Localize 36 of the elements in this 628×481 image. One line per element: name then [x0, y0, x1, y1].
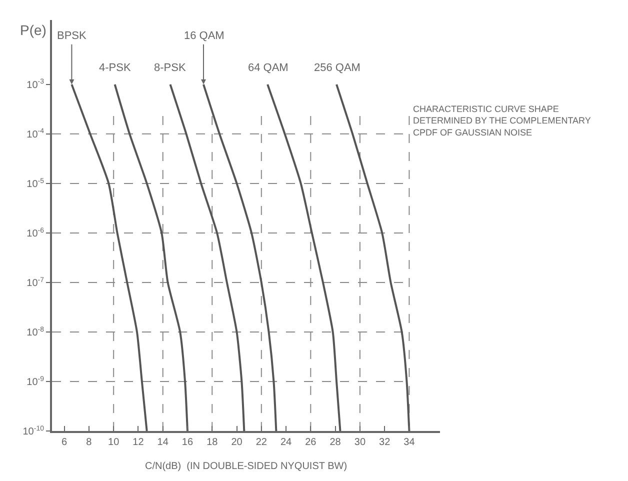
series-label: 256 QAM — [314, 62, 360, 74]
x-tick-label: 28 — [330, 437, 342, 448]
x-tick-label: 10 — [108, 437, 120, 448]
y-tick-label: 10$^{-4}$ — [26, 128, 44, 140]
y-tick-label: 10$^{-5}$ — [26, 178, 44, 190]
y-tick-label: 10$^{-10}$ — [22, 425, 44, 438]
x-tick-label: 20 — [231, 437, 243, 448]
x-tick-label: 12 — [132, 437, 144, 448]
x-tick-label: 34 — [404, 437, 416, 448]
x-tick-label: 16 — [182, 437, 194, 448]
x-tick-label: 22 — [256, 437, 268, 448]
x-tick-label: 32 — [379, 437, 391, 448]
x-tick-label: 30 — [354, 437, 366, 448]
series-label: 64 QAM — [248, 62, 288, 74]
x-tick-label: 24 — [280, 437, 292, 448]
text: BPSK — [57, 30, 88, 42]
line-series — [114, 83, 188, 431]
y-tick-label: 10$^{-9}$ — [26, 376, 44, 388]
x-tick-label: 6 — [62, 437, 68, 448]
y-tick-label: 10$^{-8}$ — [26, 326, 44, 338]
line-series — [169, 83, 246, 431]
x-tick-label: 14 — [157, 437, 169, 448]
series-label: 8-PSK — [154, 62, 186, 74]
y-tick-label: 10$^{-3}$ — [26, 78, 44, 91]
x-tick-label: 26 — [305, 437, 317, 448]
y-tick-label: 10$^{-6}$ — [26, 227, 44, 240]
y-tick-label: 10$^{-7}$ — [26, 276, 44, 289]
annotation: CHARACTERISTIC CURVE SHAPE DETERMINED BY THE COMPLEMENTARY CPDF OF GAUSSIAN NOISE — [413, 104, 591, 138]
series-label: 4-PSK — [99, 62, 132, 74]
x-tick-label: 18 — [206, 437, 218, 448]
line-series — [266, 83, 342, 431]
line-series — [336, 83, 410, 431]
x-tick-label: 8 — [86, 437, 92, 448]
text: 16 QAM — [184, 30, 224, 42]
x-axis-title: C/N(dB) (IN DOUBLE-SIDED NYQUIST BW) — [144, 461, 348, 472]
y-axis-title: P(e) — [20, 22, 46, 38]
